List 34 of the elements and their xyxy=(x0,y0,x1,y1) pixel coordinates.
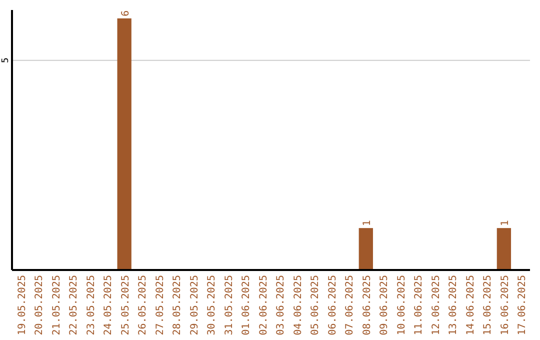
x-tick-label: 24.05.2025 xyxy=(103,275,114,336)
data-label: 6 xyxy=(120,10,132,16)
x-tick-label: 03.06.2025 xyxy=(276,275,287,336)
x-tick-label: 05.06.2025 xyxy=(310,275,322,336)
x-tick-label: 13.06.2025 xyxy=(448,275,460,336)
x-tick-label: 28.05.2025 xyxy=(172,275,184,336)
x-tick-label: 26.05.2025 xyxy=(138,275,149,336)
x-tick-label: 25.05.2025 xyxy=(120,275,132,336)
x-tick-label: 06.06.2025 xyxy=(327,275,338,336)
x-tick-label: 31.05.2025 xyxy=(224,275,235,336)
x-tick-label: 04.06.2025 xyxy=(292,275,304,336)
x-tick-label: 22.05.2025 xyxy=(68,275,80,336)
x-tick-label: 27.05.2025 xyxy=(154,275,166,336)
x-tick-label: 20.05.2025 xyxy=(34,275,46,336)
x-tick-label: 30.05.2025 xyxy=(206,275,218,336)
y-tick-label: 5 xyxy=(1,58,11,64)
x-tick-label: 07.06.2025 xyxy=(344,275,356,336)
x-tick-label: 12.06.2025 xyxy=(430,275,442,336)
data-label: 1 xyxy=(362,220,373,226)
x-tick-label: 11.06.2025 xyxy=(414,275,425,336)
x-tick-label: 23.05.2025 xyxy=(86,275,97,336)
x-tick-label: 02.06.2025 xyxy=(258,275,270,336)
x-tick-label: 17.06.2025 xyxy=(517,275,528,336)
x-tick-label: 01.06.2025 xyxy=(241,275,252,336)
x-tick-label: 09.06.2025 xyxy=(379,275,390,336)
x-tick-label: 29.05.2025 xyxy=(189,275,200,336)
x-tick-label: 08.06.2025 xyxy=(362,275,373,336)
x-tick-label: 14.06.2025 xyxy=(465,275,476,336)
x-tick-label: 10.06.2025 xyxy=(396,275,408,336)
x-tick-label: 16.06.2025 xyxy=(500,275,511,336)
data-label: 1 xyxy=(500,220,511,226)
x-tick-label: 21.05.2025 xyxy=(51,275,62,336)
x-tick-label: 15.06.2025 xyxy=(482,275,494,336)
x-tick-label: 19.05.2025 xyxy=(16,275,28,336)
